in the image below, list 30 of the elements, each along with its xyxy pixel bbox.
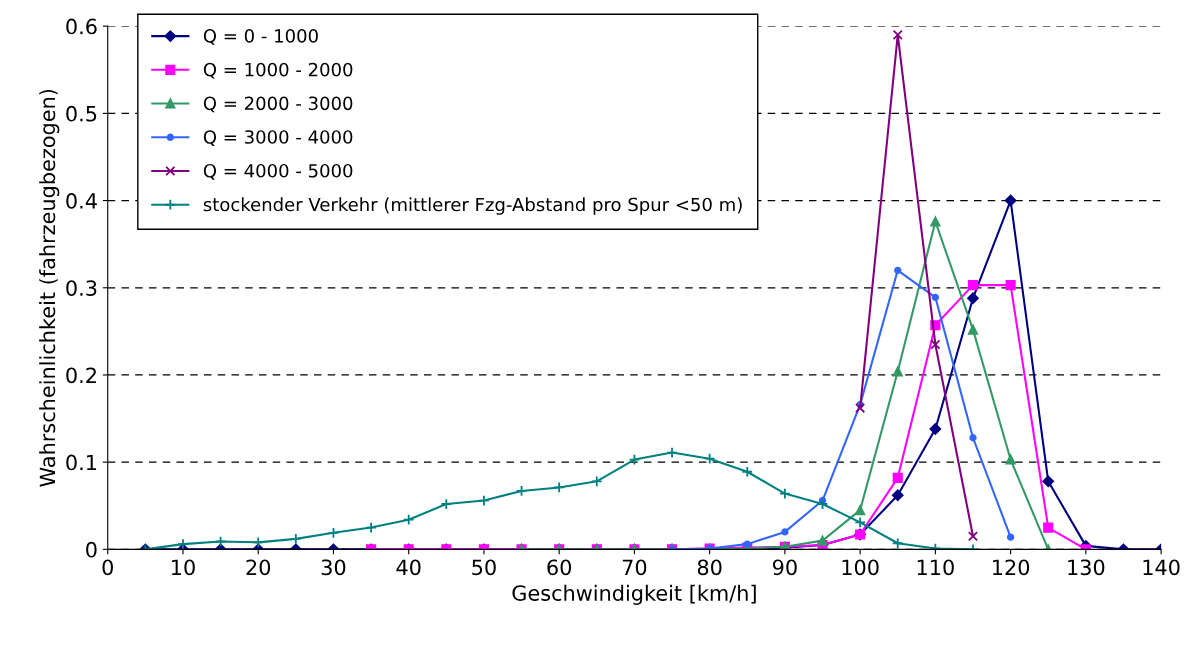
- x-tick-label: 40: [396, 559, 421, 576]
- legend-label: Q = 2000 - 3000: [203, 96, 353, 113]
- legend-label: Q = 4000 - 5000: [203, 163, 353, 180]
- x-tick-label: 100: [842, 559, 879, 576]
- y-tick-label: 0.6: [66, 18, 97, 35]
- x-tick-label: 110: [917, 559, 954, 576]
- x-tick-label: 140: [1143, 559, 1180, 576]
- x-tick-label: 10: [172, 559, 195, 576]
- legend-label: Q = 3000 - 4000: [203, 130, 353, 146]
- y-tick-label: 0.2: [66, 367, 96, 384]
- x-tick-label: 0: [102, 559, 113, 576]
- y-axis-title: Wahrscheinlichkeit (fahrzeugbezogen): [39, 89, 60, 487]
- y-tick-label: 0.3: [66, 280, 97, 296]
- y-tick-label: 0.4: [66, 193, 97, 209]
- legend-label: stockender Verkehr (mittlerer Fzg-Abstand pro Spur <50 m): [203, 197, 742, 215]
- x-tick-label: 80: [697, 559, 722, 576]
- x-tick-label: 50: [472, 559, 496, 576]
- x-tick-label: 120: [993, 559, 1030, 576]
- x-tick-label: 70: [622, 559, 647, 576]
- y-tick-label: 0.5: [66, 105, 97, 122]
- x-axis-title: Geschwindigkeit [km/h]: [512, 584, 756, 605]
- y-tick-label: 0: [86, 541, 97, 558]
- legend-label: Q = 1000 - 2000: [203, 62, 353, 79]
- x-tick-label: 30: [321, 559, 346, 576]
- legend-label: Q = 0 - 1000: [203, 29, 318, 45]
- x-tick-label: 90: [772, 559, 797, 576]
- x-tick-label: 20: [246, 559, 271, 576]
- x-tick-label: 60: [547, 559, 572, 576]
- x-tick-label: 130: [1068, 559, 1105, 576]
- y-tick-label: 0.1: [66, 454, 97, 471]
